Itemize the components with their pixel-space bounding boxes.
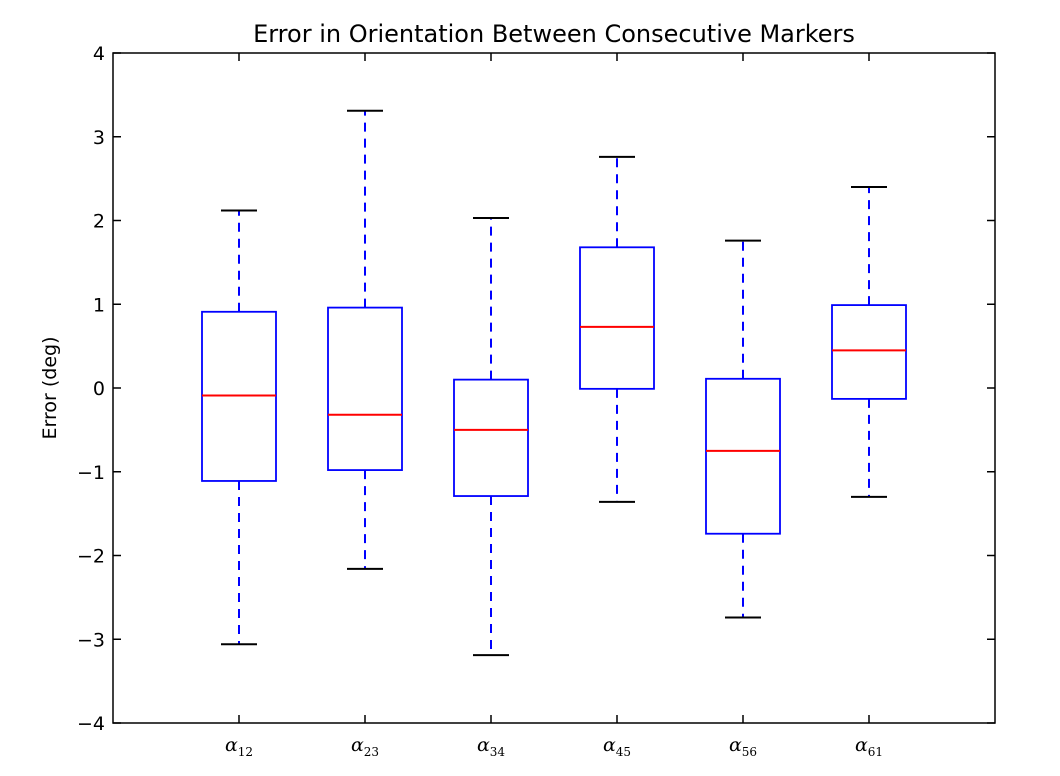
x-tick-label: α56 bbox=[729, 734, 757, 759]
y-tick-label: 3 bbox=[93, 127, 105, 149]
y-tick-label: −1 bbox=[77, 462, 105, 484]
x-tick-label: α34 bbox=[477, 734, 505, 759]
y-tick-label: 1 bbox=[93, 294, 105, 316]
plot-frame bbox=[112, 52, 996, 724]
x-tick-label: α45 bbox=[603, 734, 631, 759]
box bbox=[327, 306, 403, 471]
y-axis-label: Error (deg) bbox=[39, 337, 61, 440]
chart-title: Error in Orientation Between Consecutive… bbox=[253, 20, 855, 48]
y-tick-label: −4 bbox=[77, 713, 105, 735]
box bbox=[453, 378, 529, 497]
y-tick-label: −2 bbox=[77, 546, 105, 568]
y-tick-label: 0 bbox=[93, 378, 105, 400]
box bbox=[579, 246, 655, 390]
x-tick-label: α12 bbox=[225, 734, 253, 759]
y-tick-label: 4 bbox=[93, 43, 105, 65]
box bbox=[831, 304, 907, 400]
y-tick-label: 2 bbox=[93, 211, 105, 233]
box bbox=[705, 377, 781, 535]
y-tick-label: −3 bbox=[77, 629, 105, 651]
x-tick-label: α61 bbox=[855, 734, 883, 759]
x-tick-label: α23 bbox=[351, 734, 379, 759]
plot-area: −4 −3 −2 −1 0 1 2 3 4 α12 α23 α34 α45 α56 α61 bbox=[77, 43, 995, 759]
